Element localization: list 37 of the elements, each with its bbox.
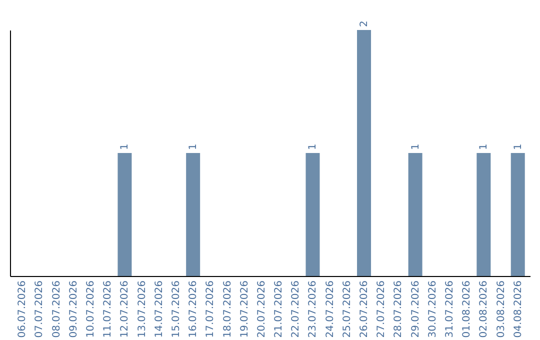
- x-tick-label: 22.07.2026: [290, 280, 302, 338]
- x-tick-label: 12.07.2026: [120, 280, 131, 338]
- data-label: 1: [512, 144, 524, 150]
- x-tick-label: 09.07.2026: [68, 280, 80, 338]
- x-tick-label: 08.07.2026: [51, 280, 62, 338]
- x-tick-label: 17.07.2026: [205, 280, 216, 338]
- x-tick-label: 14.07.2026: [154, 280, 165, 338]
- x-tick-label: 03.08.2026: [496, 280, 507, 338]
- x-tick-label: 24.07.2026: [324, 280, 336, 338]
- x-tick-label: 20.07.2026: [256, 280, 268, 338]
- data-label: 1: [188, 144, 200, 150]
- x-tick-label: 23.07.2026: [308, 280, 319, 338]
- x-tick-label: 16.07.2026: [188, 280, 200, 338]
- x-tick-label: 13.07.2026: [136, 280, 148, 338]
- x-tick-label: 04.08.2026: [512, 280, 524, 338]
- x-tick-label: 19.07.2026: [239, 280, 250, 338]
- x-tick-label: 29.07.2026: [410, 280, 422, 338]
- data-label: 2: [359, 20, 370, 27]
- data-label: 1: [120, 144, 131, 150]
- x-tick-label: 18.07.2026: [222, 280, 234, 338]
- x-tick-label: 02.08.2026: [478, 280, 490, 338]
- x-tick-label: 10.07.2026: [86, 280, 97, 338]
- data-label: 1: [478, 144, 490, 150]
- data-label: 1: [308, 144, 319, 150]
- x-tick-label: 27.07.2026: [376, 280, 388, 338]
- x-tick-label: 30.07.2026: [427, 280, 438, 338]
- x-tick-label: 07.07.2026: [34, 280, 46, 338]
- x-tick-label: 28.07.2026: [393, 280, 404, 338]
- x-tick-label: 21.07.2026: [274, 280, 285, 338]
- x-tick-label: 01.08.2026: [462, 280, 473, 338]
- x-tick-label: 31.07.2026: [444, 280, 456, 338]
- x-tick-label: 26.07.2026: [359, 280, 370, 338]
- x-tick-label: 25.07.2026: [342, 280, 353, 338]
- x-tick-label: 06.07.2026: [17, 280, 28, 338]
- data-label: 1: [410, 144, 422, 150]
- x-tick-label: 15.07.2026: [170, 280, 182, 338]
- x-tick-label: 11.07.2026: [102, 280, 114, 338]
